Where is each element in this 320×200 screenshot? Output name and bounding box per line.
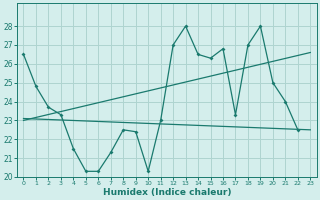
X-axis label: Humidex (Indice chaleur): Humidex (Indice chaleur) — [103, 188, 231, 197]
